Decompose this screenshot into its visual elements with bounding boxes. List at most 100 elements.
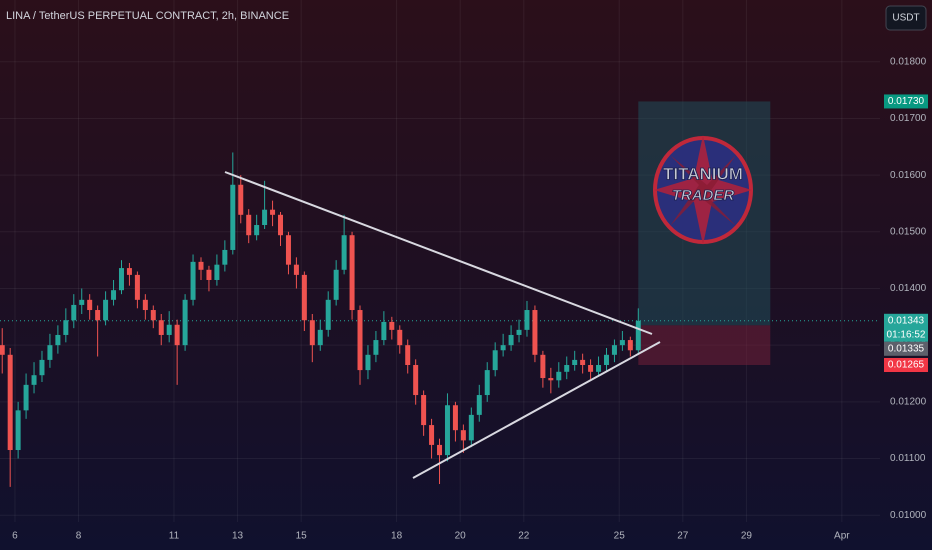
candle-body [540,354,546,379]
candle-body [556,371,562,381]
currency-label[interactable]: USDT [892,13,919,24]
x-tick-label: 11 [169,531,180,542]
candle-body [15,410,21,451]
candle-body [619,340,625,346]
x-tick-label: 20 [455,531,467,542]
currency-button[interactable] [885,5,927,31]
grid [0,0,880,522]
price-label-box [884,341,928,356]
candle-body [111,290,117,300]
candles [0,152,641,487]
candle-body [142,299,148,311]
y-tick-label: 0.01600 [890,170,927,181]
logo-text: TITANIUM [663,164,743,183]
candle-body [611,345,617,355]
candle-body [87,299,93,311]
candle-body [532,310,538,355]
candle-body [158,320,164,335]
candle-body [7,354,13,451]
candle-body [166,324,172,335]
price-label: 0.01265 [888,360,925,371]
candle-body [47,345,53,360]
candle-body [468,414,474,441]
candle-body [389,321,395,330]
x-tick-label: Apr [834,531,850,542]
candle-body [278,214,284,236]
trend-line [224,171,653,335]
candle-body [484,370,490,396]
countdown-label: 01:16:52 [887,329,926,340]
candle-body [126,268,132,275]
candle-body [349,235,355,311]
candle-body [460,430,466,441]
candle-body [635,320,641,351]
candle-body [190,261,196,300]
candle-body [270,209,276,215]
y-tick-label: 0.01700 [890,113,927,124]
candle-body [214,264,220,280]
candle-body [55,334,61,346]
x-tick-label: 15 [296,531,308,542]
candle-body [373,340,379,355]
y-tick-label: 0.01200 [890,396,927,407]
candle-body [603,354,609,366]
candle-body [118,268,124,291]
price-label: 0.01730 [888,96,925,107]
candle-body [627,340,633,351]
candle-body [285,235,291,265]
price-axis: 0.010000.011000.012000.013000.014000.015… [12,56,928,542]
candle-body [588,365,594,372]
candle-body [0,345,5,355]
logo-star [670,155,736,226]
candle-body [476,395,482,415]
candle-body [309,320,315,346]
chart-title: LINA / TetherUS PERPETUAL CONTRACT, 2h, … [6,10,289,22]
candle-body [429,425,435,445]
candle-body [150,310,156,321]
x-tick-label: 22 [518,531,530,542]
candle-body [444,405,450,456]
candle-body [421,395,427,426]
x-tick-label: 25 [614,531,626,542]
candle-body [95,310,101,321]
x-tick-label: 29 [741,531,753,542]
x-tick-label: 6 [12,531,18,542]
candle-body [79,299,85,305]
y-tick-label: 0.01400 [890,283,927,294]
candle-body [174,324,180,346]
candle-body [381,321,387,341]
candle-body [206,269,212,280]
candle-body [564,365,570,372]
price-label-box [884,358,928,373]
candle-body [301,274,307,321]
candle-body [222,249,228,265]
candle-body [254,225,260,236]
price-label-box [884,94,928,109]
candle-body [572,359,578,366]
price-label-box [884,313,928,342]
candle-body [246,214,252,236]
candle-body [508,334,514,346]
candle-body [63,320,69,335]
candle-body [103,299,109,321]
candle-body [317,329,323,346]
candle-body [23,384,29,411]
price-label: 0.01343 [888,315,925,326]
price-label: 0.01335 [888,343,925,354]
y-tick-label: 0.01100 [890,453,926,464]
candle-body [293,264,299,275]
candle-body [516,329,522,335]
x-tick-label: 13 [232,531,244,542]
candle-body [262,209,268,226]
candle-body [71,304,77,321]
candle-body [452,405,458,431]
candle-body [39,359,45,376]
candle-body [341,235,347,270]
x-tick-label: 18 [391,531,403,542]
candle-body [500,345,506,351]
candle-body [405,345,411,366]
candle-body [596,365,602,372]
candle-body [198,261,204,270]
